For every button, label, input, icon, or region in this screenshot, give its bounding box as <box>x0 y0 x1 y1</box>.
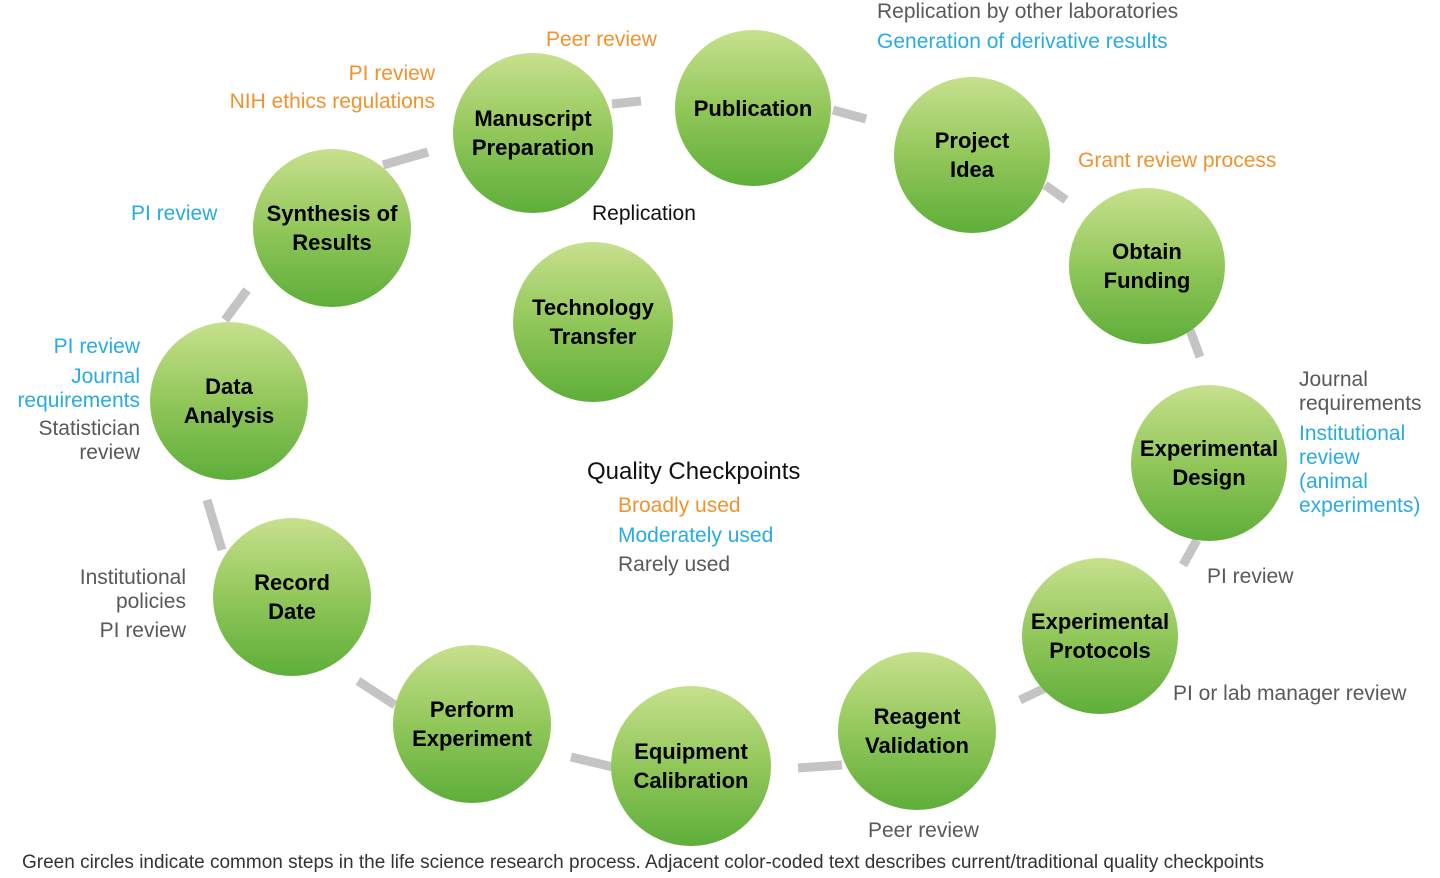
node-label: Manuscript Preparation <box>471 106 595 160</box>
node-data-analysis: Data Analysis <box>150 322 308 480</box>
checkpoint-label: PI review <box>53 335 140 358</box>
legend-rarely-used: Rarely used <box>618 553 731 576</box>
node-synthesis-of-results: Synthesis of Results <box>253 149 411 307</box>
connector-line <box>202 498 227 552</box>
checkpoint-label: Statistician review <box>38 417 140 464</box>
checkpoint-label: PI review <box>348 62 435 85</box>
connector-line <box>797 760 843 773</box>
node-reagent-validation: Reagent Validation <box>838 652 996 810</box>
checkpoint-label: Grant review process <box>1078 149 1277 172</box>
node-project-idea: Project Idea <box>894 77 1050 233</box>
connector-line <box>1179 537 1201 568</box>
node-equipment-calibration: Equipment Calibration <box>611 686 771 846</box>
node-record-date: Record Date <box>213 518 371 676</box>
checkpoint-label: Peer review <box>868 819 979 842</box>
connector-line <box>611 96 642 109</box>
legend-title: Quality Checkpoints <box>587 458 801 485</box>
node-technology-transfer: Technology Transfer <box>513 242 673 402</box>
checkpoint-label: Journal requirements <box>17 365 140 412</box>
checkpoint-label: PI review <box>1207 565 1294 588</box>
node-label: Reagent Validation <box>865 704 969 758</box>
connector-line <box>569 752 615 772</box>
node-manuscript-preparation: Manuscript Preparation <box>453 53 613 213</box>
checkpoint-label: Replication by other laboratories <box>877 0 1179 23</box>
node-label: Synthesis of Results <box>266 201 398 255</box>
checkpoint-label: Generation of derivative results <box>877 30 1168 53</box>
connector-line <box>1185 328 1205 359</box>
node-label: Perform Experiment <box>412 697 532 751</box>
checkpoint-label: Replication <box>592 202 696 225</box>
checkpoint-label: Institutional review (animal experiments) <box>1299 422 1421 517</box>
node-experimental-protocols: Experimental Protocols <box>1022 558 1178 714</box>
node-label: Publication <box>693 95 813 121</box>
connector-line <box>221 287 251 323</box>
node-perform-experiment: Perform Experiment <box>393 645 551 803</box>
connector-line <box>1018 683 1047 705</box>
caption: Green circles indicate common steps in t… <box>22 852 1264 873</box>
legend-moderately-used: Moderately used <box>618 524 774 547</box>
checkpoint-label: NIH ethics regulations <box>229 90 435 113</box>
checkpoint-label: PI review <box>131 202 218 225</box>
checkpoint-label: PI review <box>99 619 186 642</box>
checkpoint-label: Journal requirements <box>1299 368 1422 415</box>
checkpoint-label: PI or lab manager review <box>1173 682 1407 705</box>
node-label: Data Analysis <box>183 374 275 428</box>
node-label: Experimental Design <box>1139 436 1279 490</box>
node-experimental-design: Experimental Design <box>1131 385 1287 541</box>
node-label: Experimental Protocols <box>1030 609 1170 663</box>
node-label: Project Idea <box>934 128 1010 182</box>
node-publication: Publication <box>675 30 831 186</box>
node-label: Equipment Calibration <box>633 739 749 793</box>
connector-line <box>831 105 868 124</box>
checkpoint-label: Institutional policies <box>79 566 186 613</box>
connector-line <box>381 147 430 170</box>
node-label: Obtain Funding <box>1103 239 1191 293</box>
legend-broadly-used: Broadly used <box>618 494 741 517</box>
connector-line <box>1042 181 1069 204</box>
node-label: Record Date <box>254 570 330 624</box>
connector-line <box>355 677 398 709</box>
node-label: Technology Transfer <box>532 295 654 349</box>
node-obtain-funding: Obtain Funding <box>1069 188 1225 344</box>
checkpoint-label: Peer review <box>546 28 657 51</box>
